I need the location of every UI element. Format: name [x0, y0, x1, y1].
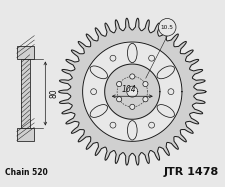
Polygon shape — [127, 86, 138, 97]
Ellipse shape — [157, 66, 174, 79]
Ellipse shape — [90, 66, 108, 79]
Circle shape — [117, 82, 122, 87]
Bar — [17, 46, 34, 59]
Text: 104: 104 — [121, 85, 136, 94]
Circle shape — [149, 122, 155, 128]
Circle shape — [143, 97, 148, 102]
Bar — [17, 128, 34, 141]
Text: Chain 520: Chain 520 — [5, 168, 48, 177]
Circle shape — [168, 89, 174, 95]
Ellipse shape — [127, 43, 137, 63]
Ellipse shape — [90, 105, 108, 117]
Ellipse shape — [157, 105, 174, 117]
Circle shape — [110, 122, 116, 128]
Polygon shape — [105, 64, 160, 119]
Circle shape — [130, 74, 135, 79]
Text: 80: 80 — [50, 89, 59, 98]
Ellipse shape — [127, 121, 137, 140]
Circle shape — [143, 82, 148, 87]
Circle shape — [117, 97, 122, 102]
Circle shape — [130, 104, 135, 109]
Circle shape — [110, 55, 116, 61]
Circle shape — [149, 55, 155, 61]
Text: 10.5: 10.5 — [161, 25, 174, 30]
Polygon shape — [59, 18, 206, 165]
Bar — [21, 59, 30, 128]
Circle shape — [91, 89, 97, 95]
Polygon shape — [83, 42, 182, 141]
Text: JTR 1478: JTR 1478 — [164, 167, 219, 177]
Circle shape — [158, 19, 176, 36]
